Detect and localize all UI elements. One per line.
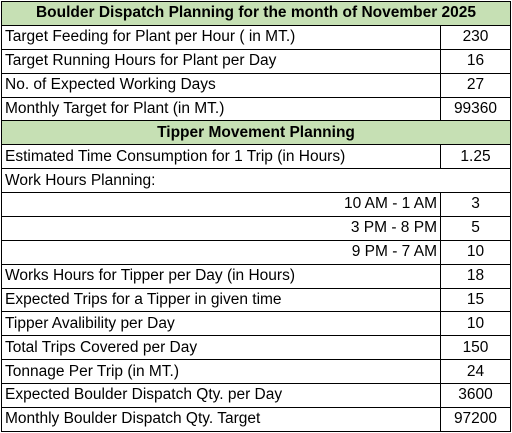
work-hours-heading-row: Work Hours Planning: xyxy=(1,168,511,193)
shift-row: 10 AM - 1 AM 3 xyxy=(1,192,511,217)
row-value[interactable]: 3600 xyxy=(440,383,511,408)
shift-label[interactable]: 9 PM - 7 AM xyxy=(1,239,441,265)
sheet-title[interactable]: Boulder Dispatch Planning for the month … xyxy=(1,1,511,26)
table-row: No. of Expected Working Days 27 xyxy=(1,72,511,98)
row-label[interactable]: Target Running Hours for Plant per Day xyxy=(1,48,441,74)
row-value[interactable]: 18 xyxy=(440,263,511,289)
row-label[interactable]: Monthly Boulder Dispatch Qty. Target xyxy=(1,406,441,433)
table-row: Total Trips Covered per Day 150 xyxy=(1,335,511,361)
row-label[interactable]: Works Hours for Tipper per Day (in Hours… xyxy=(1,263,441,289)
table-row: Tipper Avalibility per Day 10 xyxy=(1,311,511,337)
row-value[interactable]: 16 xyxy=(440,48,511,74)
row-value[interactable]: 15 xyxy=(440,287,511,313)
shift-hours[interactable]: 10 xyxy=(440,239,511,265)
table-row: Target Feeding for Plant per Hour ( in M… xyxy=(1,24,511,50)
row-label[interactable]: Tonnage Per Trip (in MT.) xyxy=(1,359,441,384)
row-value[interactable]: 1.25 xyxy=(440,144,511,170)
row-label[interactable]: Monthly Target for Plant (in MT.) xyxy=(1,96,441,122)
row-value[interactable]: 99360 xyxy=(440,96,511,122)
row-label[interactable]: Expected Boulder Dispatch Qty. per Day xyxy=(1,383,441,408)
row-label[interactable]: No. of Expected Working Days xyxy=(1,72,441,98)
row-label[interactable]: Total Trips Covered per Day xyxy=(1,335,441,361)
table-row: Works Hours for Tipper per Day (in Hours… xyxy=(1,263,511,289)
row-label[interactable]: Target Feeding for Plant per Hour ( in M… xyxy=(1,24,441,50)
row-value[interactable]: 150 xyxy=(440,335,511,361)
title-row: Boulder Dispatch Planning for the month … xyxy=(1,1,511,26)
shift-row: 9 PM - 7 AM 10 xyxy=(1,239,511,265)
table-row: Monthly Target for Plant (in MT.) 99360 xyxy=(1,96,511,122)
section-header-row: Tipper Movement Planning xyxy=(1,120,511,146)
row-label[interactable]: Expected Trips for a Tipper in given tim… xyxy=(1,287,441,313)
shift-label[interactable]: 3 PM - 8 PM xyxy=(1,215,441,241)
table-row: Expected Boulder Dispatch Qty. per Day 3… xyxy=(1,383,511,408)
section-title-tipper[interactable]: Tipper Movement Planning xyxy=(1,120,511,146)
row-value[interactable]: 10 xyxy=(440,311,511,337)
table-row: Expected Trips for a Tipper in given tim… xyxy=(1,287,511,313)
row-value[interactable]: 27 xyxy=(440,72,511,98)
work-hours-label[interactable]: Work Hours Planning: xyxy=(1,168,511,193)
shift-row: 3 PM - 8 PM 5 xyxy=(1,215,511,241)
table-row: Monthly Boulder Dispatch Qty. Target 972… xyxy=(1,406,511,433)
row-label[interactable]: Tipper Avalibility per Day xyxy=(1,311,441,337)
row-value[interactable]: 24 xyxy=(440,359,511,384)
shift-label[interactable]: 10 AM - 1 AM xyxy=(1,192,441,217)
row-label[interactable]: Estimated Time Consumption for 1 Trip (i… xyxy=(1,144,441,170)
shift-hours[interactable]: 3 xyxy=(440,192,511,217)
table-row: Target Running Hours for Plant per Day 1… xyxy=(1,48,511,74)
row-value[interactable]: 230 xyxy=(440,24,511,50)
table-row: Tonnage Per Trip (in MT.) 24 xyxy=(1,359,511,384)
shift-hours[interactable]: 5 xyxy=(440,215,511,241)
table-row: Estimated Time Consumption for 1 Trip (i… xyxy=(1,144,511,170)
row-value[interactable]: 97200 xyxy=(440,406,511,433)
